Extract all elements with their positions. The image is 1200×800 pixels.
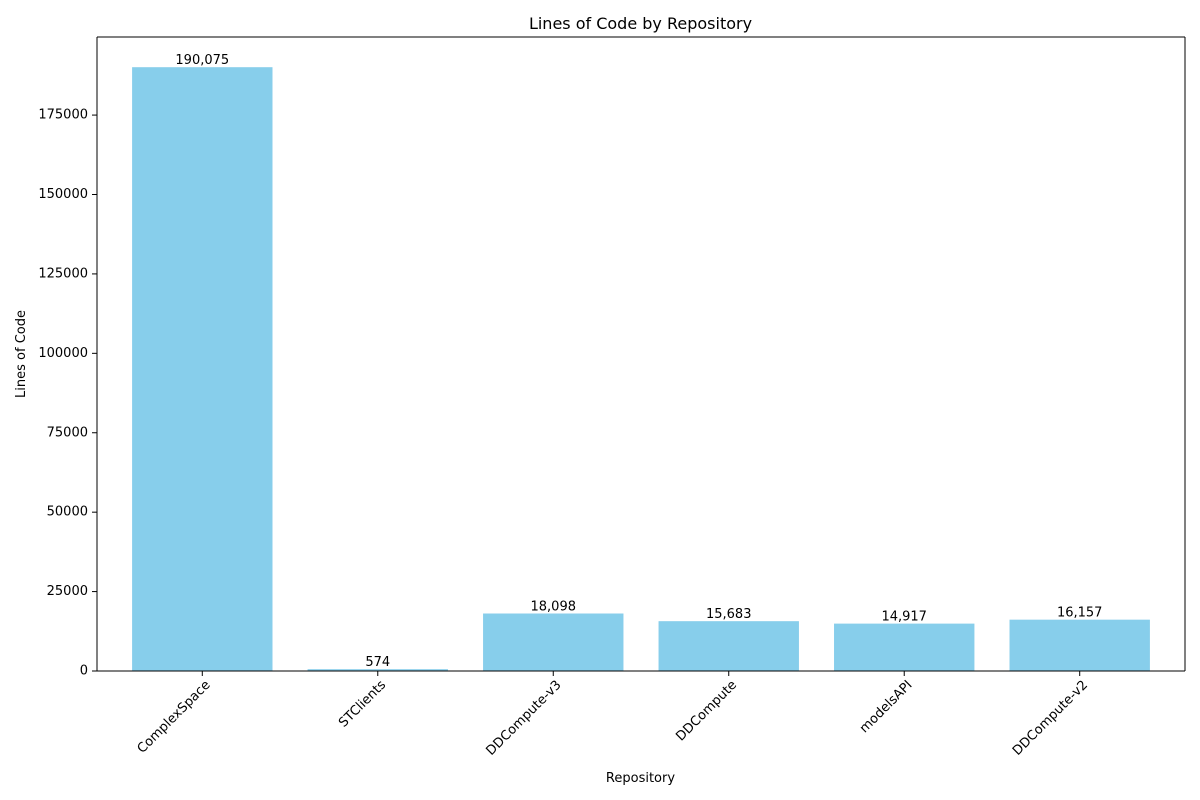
y-axis-label: Lines of Code (14, 310, 29, 398)
y-tick-label-125000: 125000 (38, 266, 88, 281)
y-tick-label-175000: 175000 (38, 108, 88, 123)
chart-title: Lines of Code by Repository (529, 14, 752, 33)
value-label-stclients: 574 (365, 655, 390, 670)
value-label-modelsapi: 14,917 (881, 610, 927, 625)
x-tick-label-ddcompute: DDCompute (673, 678, 740, 745)
x-tick-label-stclients: STClients (336, 678, 389, 731)
y-tick-label-75000: 75000 (47, 425, 88, 440)
bar-complexspace (132, 67, 273, 671)
y-tick-label-100000: 100000 (38, 346, 88, 361)
value-label-ddcompute-v2: 16,157 (1057, 606, 1103, 621)
y-tick-label-50000: 50000 (47, 505, 88, 520)
value-label-ddcompute-v3: 18,098 (531, 600, 577, 615)
x-tick-label-modelsapi: modelsAPI (857, 678, 916, 737)
bar-ddcompute (658, 621, 799, 671)
y-ticks-layer: 0 25000 50000 75000 100000 125000 150000 175000 (38, 108, 97, 679)
x-ticks-layer: ComplexSpace STClients DDCompute-v3 DDCompu… (135, 671, 1091, 759)
y-tick-label-0: 0 (80, 664, 88, 679)
value-label-ddcompute: 15,683 (706, 607, 752, 622)
x-tick-label-complexspace: ComplexSpace (135, 678, 214, 757)
x-axis-label: Repository (606, 771, 675, 786)
y-tick-label-150000: 150000 (38, 187, 88, 202)
bar-ddcompute-v3 (483, 613, 624, 671)
bar-stclients (307, 669, 448, 671)
bars-layer (132, 67, 1150, 671)
bar-modelsapi (834, 623, 975, 671)
y-tick-label-25000: 25000 (47, 584, 88, 599)
x-tick-label-ddcompute-v3: DDCompute-v3 (484, 678, 565, 759)
bar-ddcompute-v2 (1009, 619, 1150, 671)
x-tick-label-ddcompute-v2: DDCompute-v2 (1010, 678, 1091, 759)
value-labels-layer: 190,075 574 18,098 15,683 14,917 16,157 (175, 53, 1102, 670)
value-label-complexspace: 190,075 (175, 53, 229, 68)
